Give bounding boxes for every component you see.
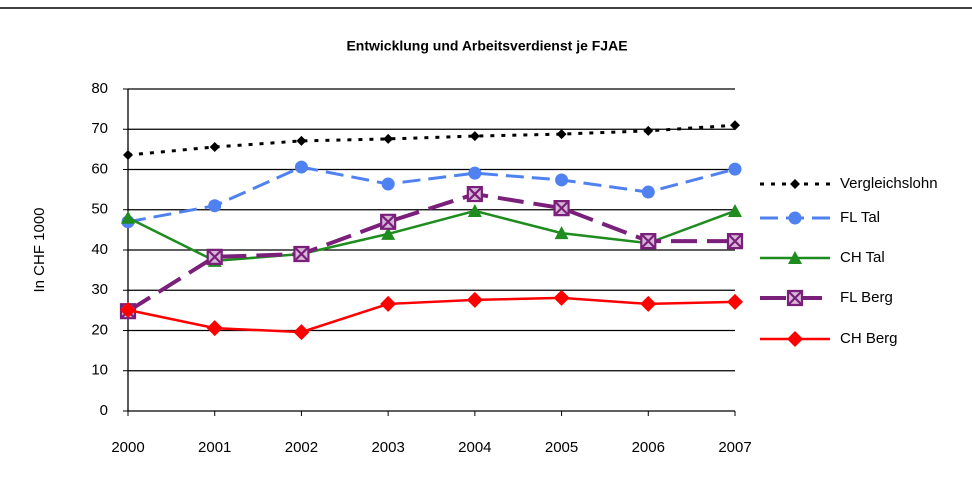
legend-marker xyxy=(787,331,803,347)
point xyxy=(467,203,482,217)
series-line xyxy=(127,123,736,157)
y-tick-label: 30 xyxy=(91,281,108,298)
y-tick-label: 50 xyxy=(91,201,108,218)
point xyxy=(296,135,307,146)
legend-marker xyxy=(786,289,804,307)
point xyxy=(293,245,310,263)
series-line xyxy=(127,209,736,263)
legend-marker xyxy=(788,251,802,264)
y-tick-label: 10 xyxy=(91,362,108,379)
point xyxy=(728,203,742,217)
point xyxy=(380,295,397,312)
y-tick-label: 40 xyxy=(91,241,108,258)
y-tick-label: 0 xyxy=(100,402,108,419)
point xyxy=(381,177,395,191)
point xyxy=(206,248,223,265)
point xyxy=(553,289,570,306)
point xyxy=(466,185,483,203)
y-tick-label: 20 xyxy=(91,321,108,338)
point xyxy=(727,293,743,310)
legend-label: CH Berg xyxy=(840,330,898,347)
series-line xyxy=(126,192,735,313)
point xyxy=(294,160,308,174)
point xyxy=(293,324,310,341)
legend-marker xyxy=(788,211,802,225)
legend-label: FL Tal xyxy=(840,209,880,226)
legend-label: CH Tal xyxy=(840,249,885,266)
y-tick-label: 60 xyxy=(91,160,108,177)
legend-label: Vergleichslohn xyxy=(840,175,938,192)
point xyxy=(123,150,133,161)
point xyxy=(556,129,567,140)
y-tick-label: 70 xyxy=(91,120,108,137)
point xyxy=(554,226,569,240)
y-axis-label: In CHF 1000 xyxy=(31,207,48,292)
y-tick-label: 80 xyxy=(91,80,108,97)
point xyxy=(553,200,570,217)
series-line xyxy=(127,296,736,334)
series-line xyxy=(127,165,736,224)
point xyxy=(209,141,220,152)
legend-label: FL Berg xyxy=(840,289,893,306)
point xyxy=(468,166,482,180)
x-tick-label: 2006 xyxy=(632,439,665,456)
point xyxy=(643,125,654,136)
x-tick-label: 2004 xyxy=(458,439,491,456)
x-tick-label: 2001 xyxy=(198,439,231,456)
point xyxy=(208,199,222,213)
point xyxy=(469,131,480,142)
point xyxy=(206,320,223,337)
chart-title: Entwicklung und Arbeitsverdienst je FJAE xyxy=(346,38,627,54)
point xyxy=(640,233,657,250)
point xyxy=(726,233,744,250)
legend-marker xyxy=(790,179,800,189)
x-tick-label: 2002 xyxy=(285,439,318,456)
point xyxy=(730,120,740,131)
x-tick-label: 2007 xyxy=(718,439,751,456)
point xyxy=(121,210,135,224)
point xyxy=(728,162,742,176)
point xyxy=(380,213,397,230)
point xyxy=(383,133,394,144)
x-tick-label: 2005 xyxy=(545,439,578,456)
point xyxy=(120,301,136,318)
point xyxy=(640,295,657,312)
x-tick-label: 2003 xyxy=(371,439,404,456)
point xyxy=(555,173,569,187)
point xyxy=(641,185,655,199)
x-tick-label: 2000 xyxy=(111,439,144,456)
point xyxy=(381,226,396,240)
point xyxy=(466,291,483,308)
